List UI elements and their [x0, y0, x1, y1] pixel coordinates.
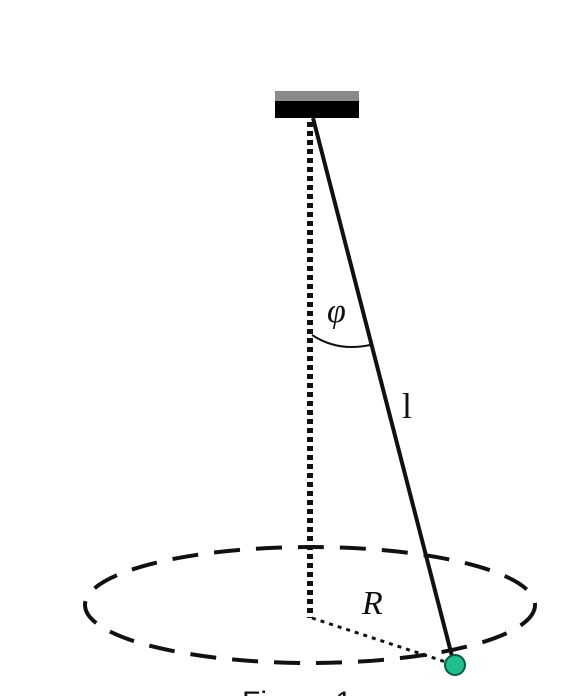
circular-path-dashed — [83, 545, 537, 665]
pendulum-string — [311, 117, 456, 665]
angle-arc — [311, 334, 371, 348]
angle-label: φ — [327, 293, 346, 330]
radius-label: R — [361, 585, 383, 622]
radius-line-dotted — [311, 616, 453, 666]
length-label: l — [402, 386, 412, 426]
ceiling-support — [275, 91, 359, 118]
figure-caption: Figure 1 — [242, 686, 352, 696]
pendulum-bob — [444, 654, 466, 676]
